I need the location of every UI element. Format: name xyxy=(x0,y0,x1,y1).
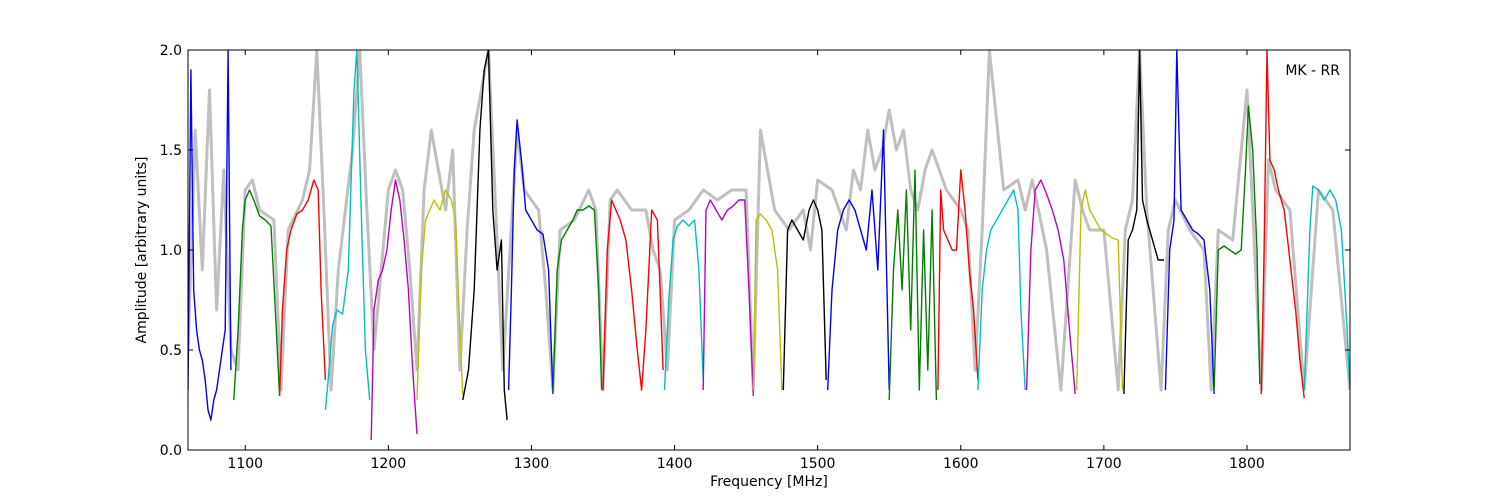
x-tick-label: 1300 xyxy=(514,456,550,472)
series-line-13 xyxy=(752,213,783,391)
y-axis-ticks: 0.0 0.5 1.0 1.5 2.0 xyxy=(160,43,1350,459)
x-tick-label: 1200 xyxy=(371,456,407,472)
series-line-14 xyxy=(782,199,827,391)
y-tick-label: 2.0 xyxy=(160,43,182,59)
series-line-11 xyxy=(663,219,704,391)
series-line-15 xyxy=(827,129,890,391)
x-tick-label: 1100 xyxy=(227,456,263,472)
x-tick-label: 1400 xyxy=(657,456,693,472)
series-line-23 xyxy=(1213,105,1261,391)
series-line-9 xyxy=(552,205,603,395)
series-line-3 xyxy=(278,179,327,397)
series-line-8 xyxy=(507,119,554,395)
x-tick-label: 1800 xyxy=(1229,456,1265,472)
series-line-18 xyxy=(977,189,1026,391)
x-tick-label: 1700 xyxy=(1086,456,1122,472)
chart-annotation: MK - RR xyxy=(1285,63,1340,79)
y-axis-label: Amplitude [arbitrary units] xyxy=(134,157,150,344)
series-line-2 xyxy=(233,189,281,401)
series-line-7 xyxy=(462,50,508,421)
series-line-6 xyxy=(416,189,464,401)
y-tick-label: 1.0 xyxy=(160,243,182,259)
series-line-19 xyxy=(1025,179,1076,395)
series-line-25 xyxy=(1303,185,1350,391)
y-tick-label: 0.0 xyxy=(160,443,182,459)
series-line-1 xyxy=(188,50,232,421)
y-tick-label: 0.5 xyxy=(160,343,182,359)
series-line-24 xyxy=(1260,50,1305,399)
y-tick-label: 1.5 xyxy=(160,143,182,159)
series-line-21 xyxy=(1123,50,1164,395)
x-tick-label: 1600 xyxy=(943,456,979,472)
x-axis-label: Frequency [MHz] xyxy=(710,474,828,490)
x-tick-label: 1500 xyxy=(800,456,836,472)
series-line-12 xyxy=(702,199,754,397)
x-axis-ticks: 1100 1200 1300 1400 1500 1600 1700 1800 xyxy=(227,50,1265,472)
series-line-5 xyxy=(370,179,418,441)
series-line-10 xyxy=(602,199,664,391)
series-line-22 xyxy=(1164,50,1215,395)
series-line-20 xyxy=(1076,189,1124,391)
series-line-16 xyxy=(888,169,938,401)
series-layer xyxy=(188,50,1350,441)
series-line-17 xyxy=(937,169,979,391)
series-line-4 xyxy=(324,50,371,411)
